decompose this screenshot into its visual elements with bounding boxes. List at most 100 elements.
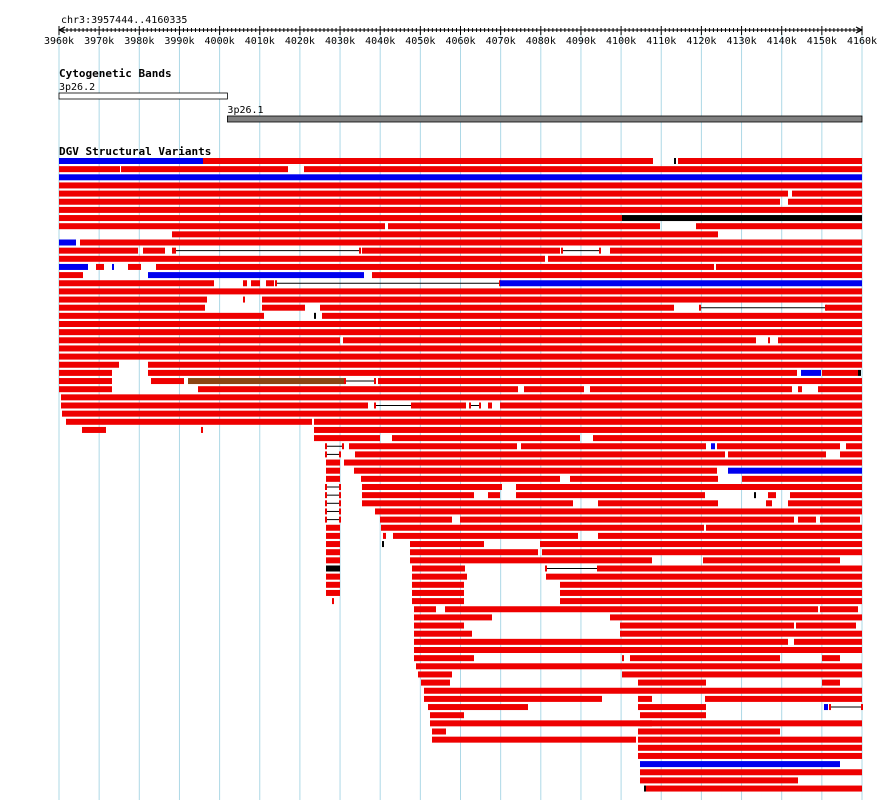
variant-feature <box>59 190 788 197</box>
variant-feature <box>410 541 484 548</box>
ruler-tick-label: 3980k <box>124 36 154 47</box>
variant-feature <box>822 655 840 662</box>
variant-feature <box>728 467 862 474</box>
variant-feature <box>326 549 340 556</box>
variant-feature <box>59 296 207 303</box>
cytoband-label: 3p26.1 <box>227 105 263 116</box>
variant-feature <box>362 484 502 490</box>
variant-feature <box>59 353 862 360</box>
variant-feature <box>820 606 858 613</box>
variant-feature <box>788 500 862 507</box>
variant-feature <box>326 459 340 466</box>
ruler-tick-label: 4090k <box>566 36 596 47</box>
ruler-tick-label: 4120k <box>686 36 716 47</box>
variant-feature <box>59 280 214 287</box>
variant-feature <box>788 198 862 205</box>
variant-feature <box>754 492 756 499</box>
variant-feature <box>266 280 274 287</box>
variant-feature <box>706 524 862 531</box>
variant-feature <box>388 223 660 230</box>
variant-feature <box>361 475 560 482</box>
ruler-tick-label: 4000k <box>205 36 235 47</box>
variant-feature <box>354 467 717 474</box>
variant-feature <box>703 557 840 564</box>
variant-feature <box>344 459 862 466</box>
variant-feature <box>59 182 862 189</box>
ruler-tick-label: 4150k <box>807 36 837 47</box>
variant-feature <box>314 435 380 442</box>
variant-feature <box>460 516 794 523</box>
variant-feature <box>326 524 340 531</box>
variant-feature <box>717 443 840 450</box>
ruler-tick-label: 4050k <box>405 36 435 47</box>
ruler-tick-label: 3990k <box>164 36 194 47</box>
variant-feature <box>792 190 862 197</box>
variant-feature <box>378 378 862 385</box>
variant-feature <box>59 345 862 352</box>
variant-feature <box>362 492 474 499</box>
variant-feature <box>326 557 340 564</box>
variant-feature <box>548 255 862 262</box>
variant-feature <box>326 475 340 482</box>
variant-feature <box>418 671 452 678</box>
variant-feature <box>61 402 368 409</box>
variant-feature <box>640 777 798 784</box>
variant-feature <box>638 752 862 759</box>
variant-feature <box>151 378 184 385</box>
variant-feature <box>112 263 114 270</box>
variant-feature <box>638 728 780 735</box>
variant-feature <box>59 361 119 368</box>
location-label: chr3:3957444..4160335 <box>61 15 188 26</box>
cytoband-track[interactable]: 3p26.2 3p26.1 <box>0 80 890 125</box>
variant-feature <box>593 435 720 442</box>
variant-feature <box>121 166 288 173</box>
variant-feature <box>59 223 385 230</box>
variant-feature <box>598 500 718 507</box>
variant-feature <box>768 337 770 344</box>
variant-feature <box>622 671 862 678</box>
variant-feature <box>59 263 88 270</box>
variant-feature <box>62 410 862 417</box>
variant-feature <box>540 541 862 548</box>
variant-feature <box>516 484 862 490</box>
variant-feature <box>674 158 676 164</box>
variant-feature <box>326 589 340 596</box>
variant-feature <box>822 369 858 376</box>
variant-feature <box>59 312 264 319</box>
variant-feature <box>798 386 802 393</box>
variant-feature <box>414 614 492 621</box>
variant-feature <box>711 443 715 450</box>
variant-feature <box>790 492 862 499</box>
variant-feature <box>488 492 500 499</box>
variant-feature <box>414 622 464 629</box>
variant-feature <box>412 598 464 605</box>
variant-feature <box>820 516 860 523</box>
ruler[interactable]: 3960k 3970k 3980k 3990k 4000k 4010k 4020k 4030k… <box>0 26 890 74</box>
variant-feature <box>59 369 112 376</box>
variant-feature <box>428 704 528 711</box>
variant-feature <box>262 304 305 311</box>
variant-feature <box>59 255 545 262</box>
ruler-tick-label: 4100k <box>606 36 636 47</box>
variant-feature <box>59 337 340 344</box>
variant-feature <box>59 304 205 311</box>
variant-feature <box>66 418 312 425</box>
variant-feature <box>148 369 797 376</box>
variant-feature <box>355 451 725 458</box>
ruler-tick-label: 3960k <box>44 36 74 47</box>
dgv-track[interactable] <box>0 155 890 800</box>
variant-feature <box>638 704 706 711</box>
ruler-tick-label: 4060k <box>445 36 475 47</box>
variant-feature <box>410 549 538 556</box>
variant-feature <box>818 386 862 393</box>
variant-feature <box>59 247 138 254</box>
variant-feature <box>826 304 862 311</box>
ruler-tick-label: 4130k <box>726 36 756 47</box>
variant-feature <box>610 247 862 254</box>
variant-feature <box>243 280 247 287</box>
ruler-tick-label: 4160k <box>847 36 877 47</box>
variant-feature <box>392 435 580 442</box>
variant-feature <box>412 573 467 580</box>
variant-feature <box>410 557 652 564</box>
